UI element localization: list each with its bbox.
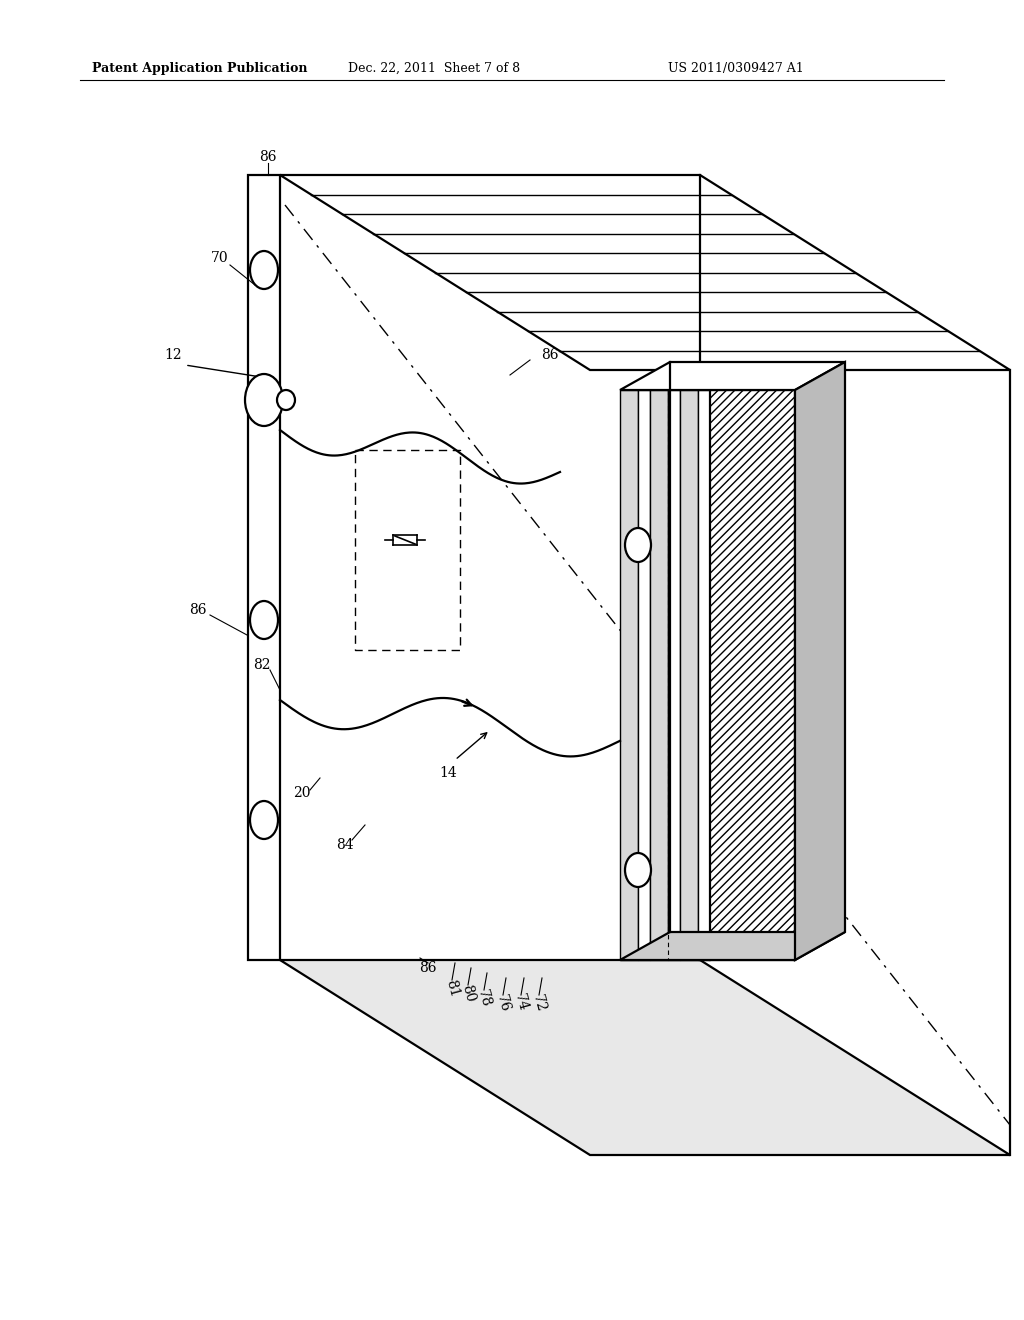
- Text: 76: 76: [494, 993, 512, 1014]
- Text: 84: 84: [336, 838, 354, 851]
- Text: 70: 70: [211, 251, 228, 265]
- Text: 81: 81: [443, 978, 461, 998]
- Polygon shape: [620, 362, 845, 389]
- Text: 12: 12: [164, 348, 182, 362]
- Ellipse shape: [278, 389, 295, 411]
- Polygon shape: [680, 389, 698, 960]
- Polygon shape: [638, 389, 650, 960]
- Polygon shape: [650, 389, 668, 960]
- Text: 86: 86: [189, 603, 207, 616]
- Ellipse shape: [625, 853, 651, 887]
- Polygon shape: [280, 960, 1010, 1155]
- Polygon shape: [668, 389, 680, 960]
- Ellipse shape: [250, 801, 278, 840]
- Text: 72: 72: [530, 993, 548, 1014]
- Polygon shape: [710, 389, 795, 960]
- Text: 78: 78: [475, 987, 493, 1008]
- Text: 20: 20: [293, 785, 310, 800]
- Text: Patent Application Publication: Patent Application Publication: [92, 62, 307, 75]
- Text: 86: 86: [259, 150, 276, 164]
- Text: 86: 86: [542, 348, 559, 362]
- Text: 14: 14: [439, 766, 457, 780]
- Text: FIG. 9: FIG. 9: [762, 647, 780, 713]
- Ellipse shape: [250, 601, 278, 639]
- Text: 86: 86: [419, 961, 437, 975]
- Text: 82: 82: [253, 657, 270, 672]
- Ellipse shape: [625, 528, 651, 562]
- Polygon shape: [620, 932, 845, 960]
- Polygon shape: [795, 362, 845, 960]
- Text: 74: 74: [512, 993, 530, 1014]
- Ellipse shape: [250, 251, 278, 289]
- Polygon shape: [698, 389, 710, 960]
- Polygon shape: [280, 176, 1010, 370]
- Text: Dec. 22, 2011  Sheet 7 of 8: Dec. 22, 2011 Sheet 7 of 8: [348, 62, 520, 75]
- Polygon shape: [620, 389, 638, 960]
- Ellipse shape: [250, 381, 278, 418]
- Text: US 2011/0309427 A1: US 2011/0309427 A1: [668, 62, 804, 75]
- Ellipse shape: [245, 374, 283, 426]
- Text: 80: 80: [459, 982, 477, 1003]
